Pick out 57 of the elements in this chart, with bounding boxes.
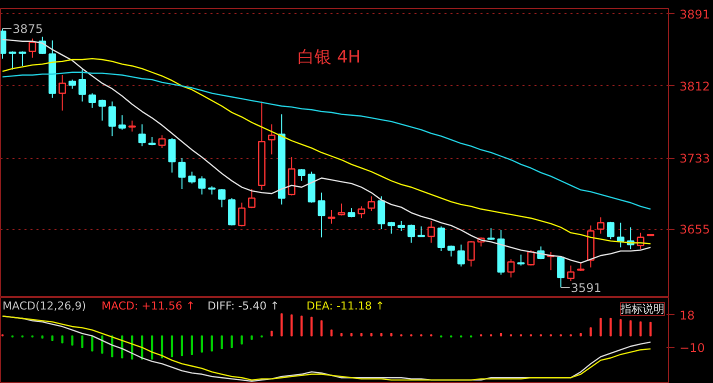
- candlestick: [517, 254, 525, 266]
- y-tick-label: 3655: [680, 222, 710, 237]
- candlestick: [437, 226, 445, 252]
- candlestick: [557, 256, 565, 288]
- candlestick: [398, 220, 406, 232]
- annotation: 3591: [570, 280, 602, 295]
- y-tick-label: 18: [680, 308, 695, 322]
- annotation: 3875: [12, 22, 44, 36]
- candlestick: [616, 222, 624, 248]
- y-tick-label: 3812: [680, 79, 710, 94]
- candlestick: [318, 192, 326, 238]
- text: DEA: -11.18 ↑: [306, 300, 385, 312]
- text: MACD: +11.56 ↑: [102, 300, 196, 312]
- candlestick: [368, 196, 376, 212]
- candlestick: [248, 188, 256, 209]
- y-tick-label: −10: [680, 340, 705, 355]
- line-series: [2, 72, 652, 210]
- candlestick: [527, 250, 535, 266]
- candlestick: [378, 196, 386, 230]
- candlestick: [68, 79, 76, 90]
- candlestick: [348, 208, 356, 218]
- candlestick: [218, 188, 226, 208]
- candlestick: [338, 203, 346, 216]
- candlestick: [328, 209, 336, 224]
- candlestick: [178, 158, 186, 190]
- candlestick: [427, 220, 435, 244]
- candlestick: [198, 176, 206, 195]
- candlestick: [28, 38, 36, 58]
- text: 白银 4H: [298, 48, 361, 68]
- candlestick: [447, 245, 455, 257]
- candlestick: [78, 69, 86, 102]
- candlestick: [158, 134, 166, 148]
- candlestick: [118, 114, 126, 130]
- candlestick: [358, 206, 366, 219]
- candlestick: [108, 100, 116, 137]
- y-tick-label: 3891: [680, 7, 710, 22]
- candlestick: [408, 224, 416, 244]
- candlestick: [567, 265, 575, 282]
- candlestick: [606, 221, 614, 240]
- candlestick: [168, 137, 176, 174]
- y-tick-label: 3733: [680, 152, 710, 166]
- candlestick: [596, 216, 604, 234]
- candlestick: [138, 124, 146, 147]
- candlestick: [268, 124, 276, 155]
- candlestick: [467, 240, 475, 268]
- chart-title: MACD(12,26,9): [2, 300, 86, 312]
- candlestick: [507, 258, 515, 278]
- candlestick: [128, 120, 136, 132]
- text: DIFF: -5.40 ↑: [208, 300, 280, 312]
- candlestick: [188, 171, 196, 184]
- candlestick: [18, 50, 26, 66]
- candlestick: [418, 226, 425, 238]
- candlestick: [58, 74, 66, 112]
- candlestick: [88, 92, 96, 108]
- candlestick: [457, 244, 465, 268]
- candlestick: [98, 99, 106, 122]
- candlestick: [238, 202, 246, 227]
